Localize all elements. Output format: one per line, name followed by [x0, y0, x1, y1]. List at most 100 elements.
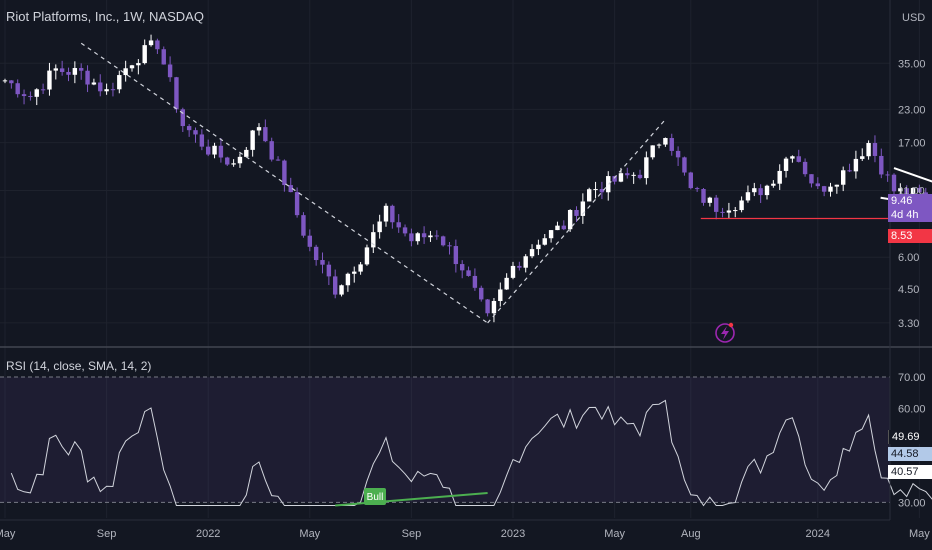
candle-body [326, 264, 332, 277]
candle-body [66, 71, 71, 75]
candle-body [802, 161, 808, 175]
candle-body [834, 184, 840, 187]
candle-body [637, 174, 643, 179]
candle-body [764, 185, 770, 196]
support-price-tag: 8.53 [888, 229, 932, 243]
candle-body [333, 276, 338, 295]
candle-body [110, 89, 116, 91]
candle-body [752, 188, 757, 193]
candle-body [117, 75, 122, 90]
candle-body [593, 189, 598, 191]
candle-body [510, 265, 516, 278]
rsi-third-tag: 40.57 [888, 465, 932, 479]
wedge-upper-line[interactable] [893, 167, 932, 201]
candle-body [294, 192, 300, 216]
candle-body [85, 70, 90, 85]
candle-body [434, 235, 439, 237]
candle-body [256, 127, 262, 131]
candle-body [180, 109, 185, 127]
time-tick-label: 2024 [806, 528, 830, 540]
rsi-axis[interactable]: 70.00 60.00 30.00 [898, 372, 926, 509]
candle-body [625, 173, 630, 176]
rsi-ma-tag: 49.69 [888, 430, 932, 444]
candle-body [136, 63, 141, 66]
candle-body [161, 49, 166, 65]
time-tick-label: 2022 [196, 528, 220, 540]
candle-body [809, 174, 814, 184]
rsi-third-value: 40.57 [891, 466, 919, 478]
candle-body [415, 233, 420, 242]
candle-body [866, 143, 871, 157]
currency-label[interactable]: USD [902, 12, 926, 24]
candle-body [485, 299, 490, 314]
candle-body [923, 192, 928, 195]
candle-body [250, 130, 255, 150]
time-tick-label: Sep [402, 528, 422, 540]
candle-body [9, 80, 14, 84]
candle-body [123, 68, 128, 76]
candle-body [377, 221, 382, 233]
time-tick-label: May [604, 528, 625, 540]
time-tick-label: May [299, 528, 320, 540]
price-tick-label: 4.50 [898, 284, 919, 296]
candle-body [656, 144, 662, 146]
candle-body [269, 141, 274, 160]
candle-body [320, 260, 325, 265]
candle-body [739, 200, 744, 211]
candle-body [847, 170, 852, 172]
bull-divergence-label: Bull [364, 488, 386, 505]
candle-body [440, 236, 446, 246]
candle-body [313, 246, 319, 261]
candle-body [745, 192, 751, 201]
candle-body [263, 127, 268, 142]
candle-body [910, 187, 916, 196]
bull-label-text: Bull [367, 492, 384, 503]
support-price-value: 8.53 [891, 230, 913, 242]
candle-body [726, 210, 732, 213]
rsi-tick-label: 60.00 [898, 403, 926, 415]
candle-body [148, 40, 154, 46]
candle-body [542, 238, 547, 245]
candle-body [714, 197, 719, 212]
candle-body [21, 94, 27, 97]
candle-body [491, 301, 497, 314]
candle-body [212, 145, 217, 155]
candle-body [663, 138, 668, 145]
candle-body [561, 225, 566, 230]
candle-body [669, 138, 674, 151]
rsi-series [0, 376, 932, 507]
time-tick-label: May [909, 528, 930, 540]
candle-body [472, 275, 478, 288]
candle-body [231, 163, 236, 165]
candle-body [186, 126, 192, 131]
bull-divergence-line [335, 491, 488, 507]
uptrend-dashed-line[interactable] [487, 119, 666, 324]
candle-body [783, 158, 789, 171]
candle-body [282, 160, 287, 186]
downtrend-dashed-line[interactable] [80, 42, 488, 324]
time-axis[interactable]: MaySep2022MaySep2023MayAug2024MaySep2025 [0, 528, 932, 540]
candle-body [815, 183, 820, 187]
candle-body [777, 170, 782, 184]
candle-body [402, 227, 408, 234]
candle-body [390, 205, 395, 223]
candle-body [758, 188, 763, 196]
candle-body [860, 156, 865, 159]
candle-body [383, 205, 389, 222]
candle-body [898, 188, 903, 192]
alert-lightning-icon[interactable] [715, 322, 735, 343]
candle-body [644, 157, 649, 179]
price-tick-label: 3.30 [898, 318, 919, 330]
candle-body [174, 77, 179, 110]
price-tick-label: 23.00 [898, 104, 926, 116]
rsi-band [0, 377, 890, 503]
price-tick-label: 17.00 [898, 138, 926, 150]
candle-body [301, 215, 306, 236]
candle-body [720, 211, 725, 213]
candle-body [891, 174, 897, 192]
candle-body [733, 210, 738, 212]
candle-body [872, 143, 878, 156]
